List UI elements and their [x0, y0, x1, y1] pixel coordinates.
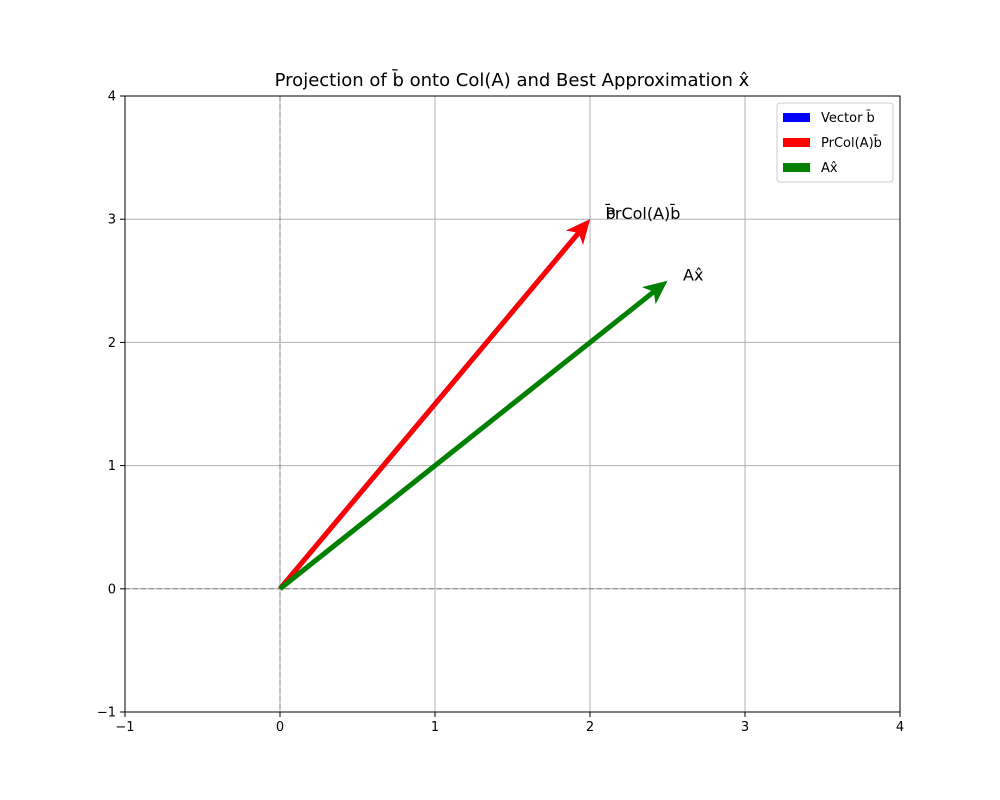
vectors — [278, 219, 668, 591]
vector-annotations: b̄PrCol(A)b̄ Ax̂ — [605, 204, 704, 285]
plot-frame — [124, 95, 901, 713]
legend-entry-2: Ax̂ — [821, 161, 838, 176]
chart-title: Projection of b̄ onto Col(A) and Best Ap… — [275, 69, 750, 91]
legend-swatch-1 — [783, 138, 810, 147]
legend-entry-0: Vector b̄ — [821, 111, 875, 126]
vector-arrow-2 — [278, 280, 668, 591]
y-tick-label: 4 — [108, 90, 116, 105]
y-tick-label: 0 — [108, 582, 116, 597]
x-tick-label: 0 — [276, 720, 284, 735]
grid — [125, 96, 900, 712]
x-tick-label: 1 — [431, 720, 439, 735]
legend-entry-1: PrCol(A)b̄ — [821, 136, 882, 151]
x-tick-label: 3 — [741, 720, 749, 735]
y-tick-label: −1 — [97, 706, 116, 721]
vector-label-2: Ax̂ — [683, 266, 703, 285]
x-tick-label: 4 — [896, 720, 904, 735]
x-tick-label: 2 — [586, 720, 594, 735]
x-tick-label: −1 — [115, 720, 134, 735]
vector-label-0: b̄ — [605, 204, 616, 223]
vector-arrow-1 — [278, 219, 590, 591]
legend-swatch-0 — [783, 113, 810, 122]
y-tick-label: 2 — [108, 336, 116, 351]
y-tick-label: 1 — [108, 459, 116, 474]
legend-swatch-2 — [783, 163, 810, 172]
y-tick-label: 3 — [108, 213, 116, 228]
axes: −1 0 1 2 3 4 −1 0 1 2 3 4 — [97, 90, 904, 736]
vector-label-1: PrCol(A)b̄ — [606, 204, 681, 223]
legend-box — [776, 102, 894, 183]
legend: Vector b̄ PrCol(A)b̄ Ax̂ — [776, 102, 894, 183]
